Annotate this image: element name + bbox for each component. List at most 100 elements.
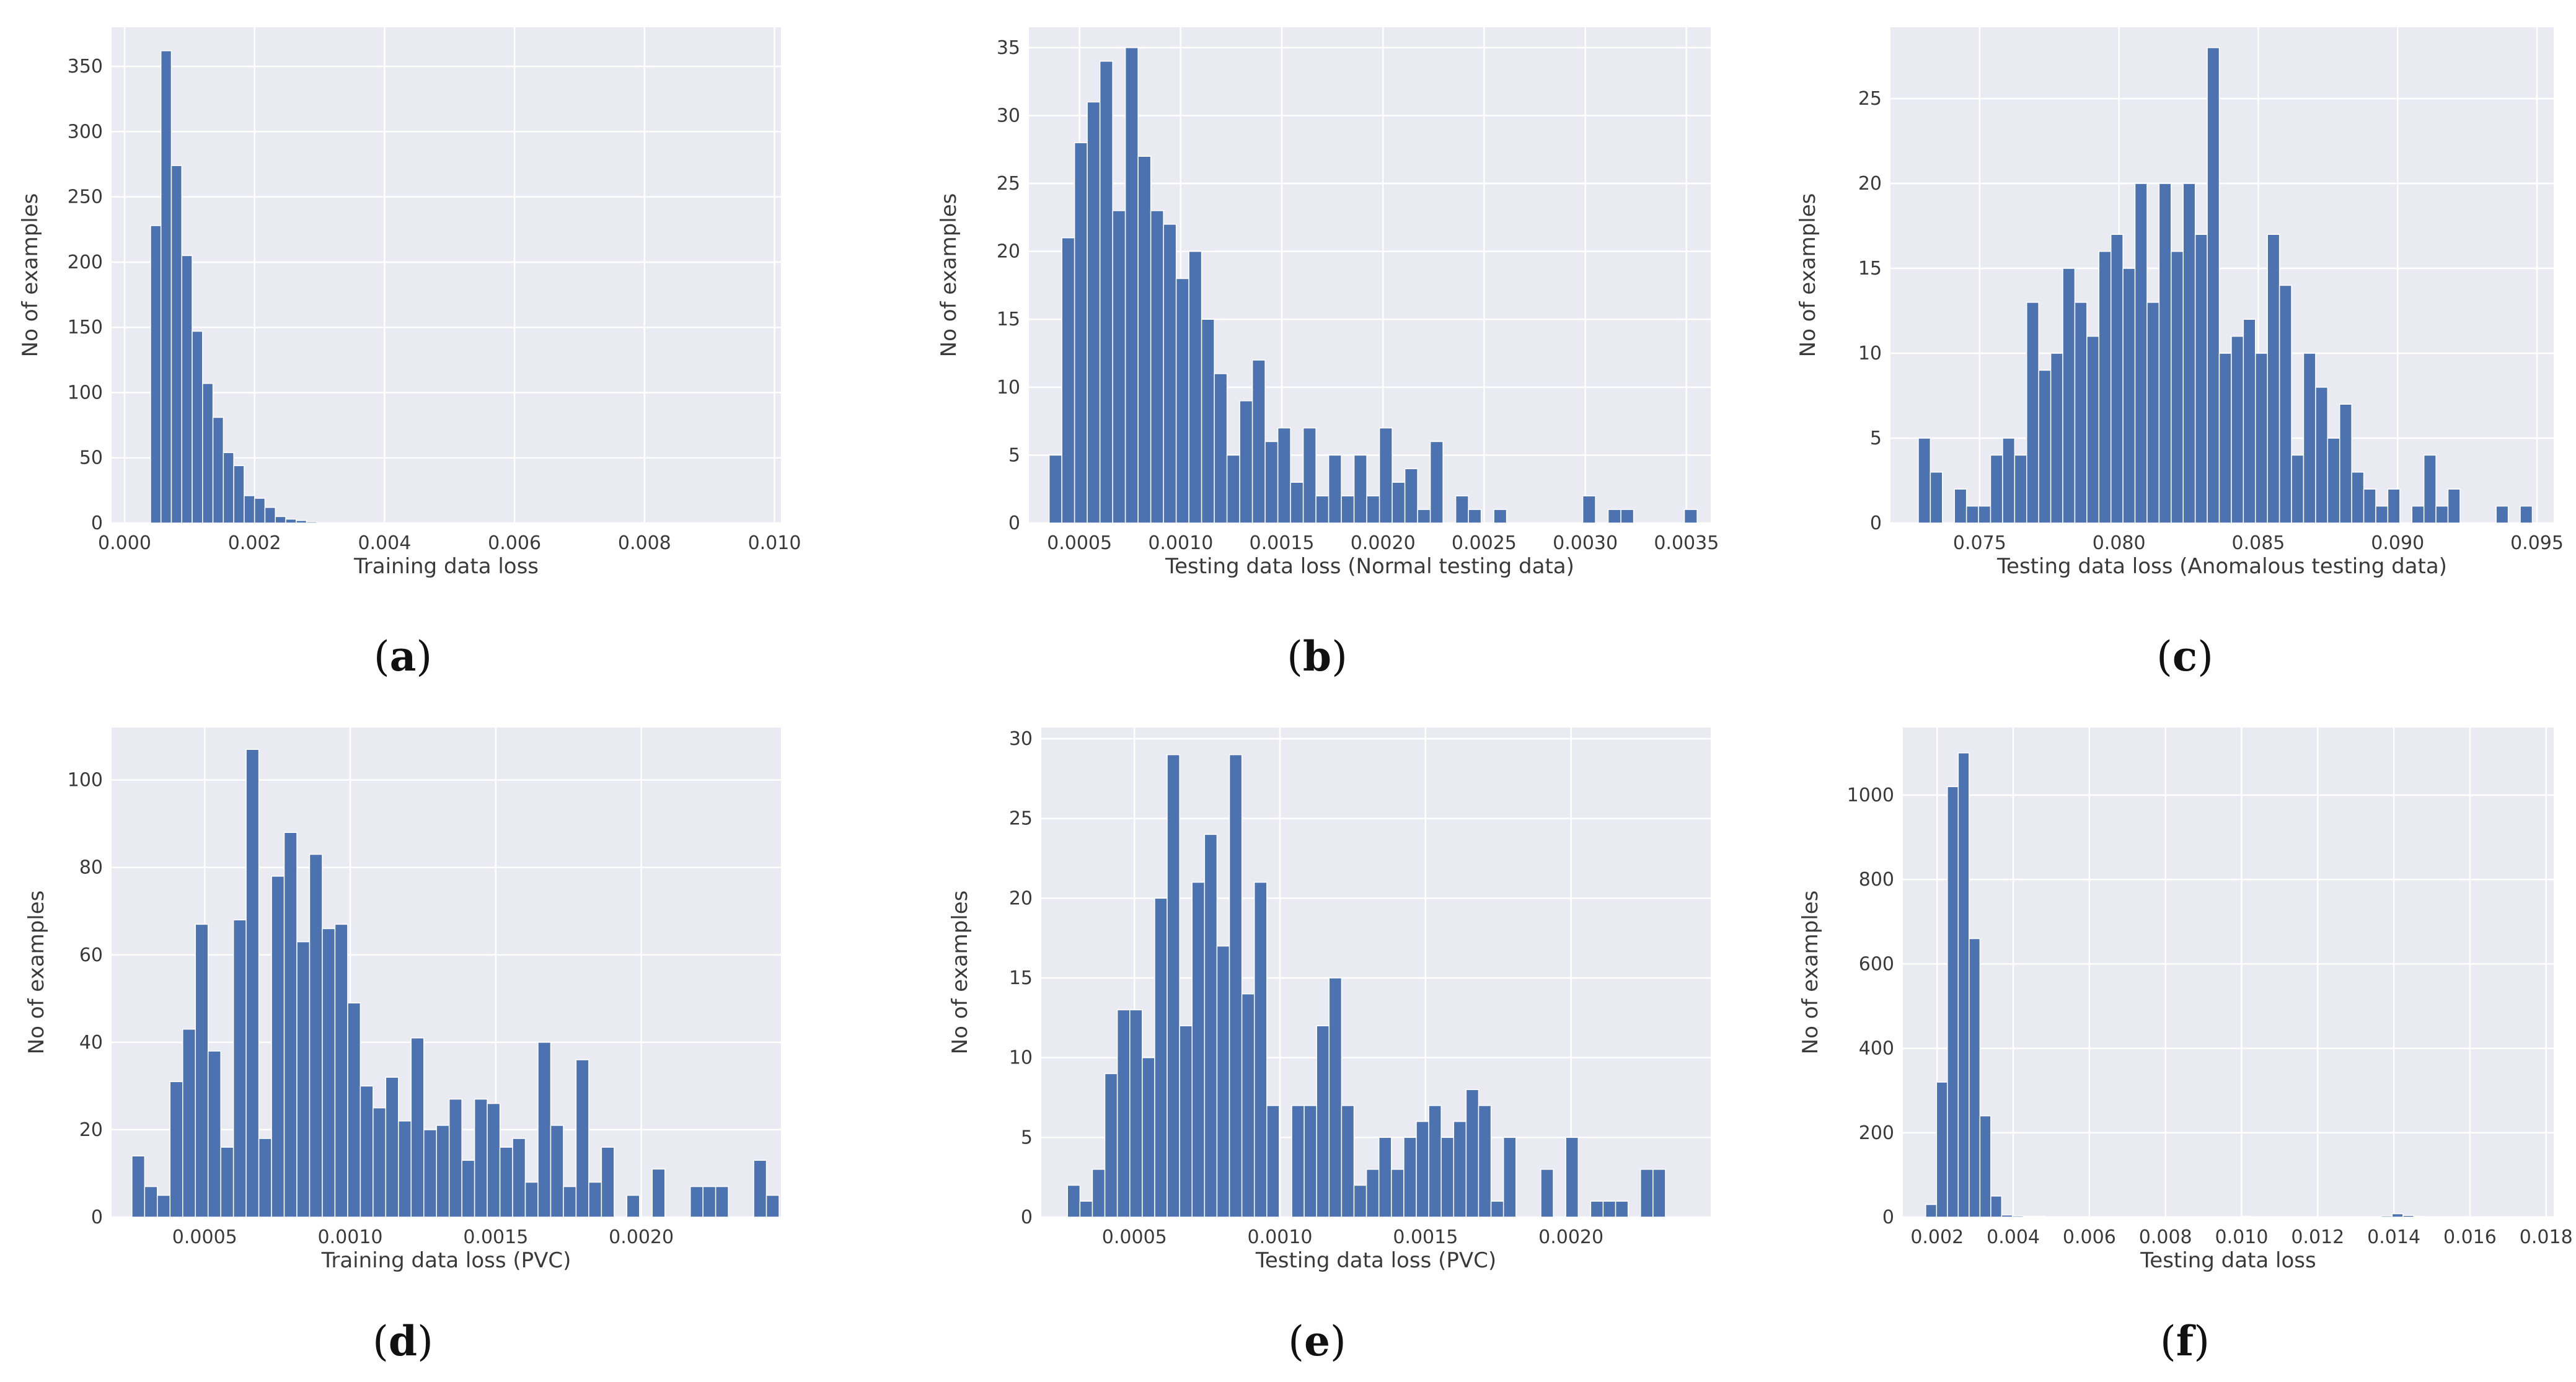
histogram-bar	[2012, 1215, 2024, 1218]
histogram-bar	[131, 1155, 146, 1218]
panel-caption-e: (e)	[1288, 1317, 1346, 1365]
x-tick-label: 0.0010	[318, 1226, 383, 1248]
histogram-bar	[2074, 302, 2088, 524]
histogram-bar	[1163, 224, 1177, 524]
histogram-bar	[1228, 754, 1243, 1218]
histogram-bar	[651, 1168, 666, 1218]
histogram-bar	[2002, 438, 2016, 524]
histogram-bar	[487, 1103, 501, 1218]
panel-caption-b: (b)	[1287, 632, 1348, 680]
x-tick-labels: 0.075 0.080 0.085 0.090 0.095	[1953, 532, 2564, 554]
x-axis-label: Testing data loss	[2140, 1248, 2316, 1273]
histogram-bar	[309, 853, 323, 1218]
x-tick-labels: 0.0005 0.0010 0.0015 0.0020	[1102, 1226, 1603, 1248]
histogram-bar	[2391, 1213, 2404, 1218]
x-axis-label: Testing data loss (Anomalous testing dat…	[1996, 554, 2447, 579]
histogram-bar	[2098, 250, 2112, 524]
histogram-bar	[1652, 1169, 1666, 1218]
y-tick-labels: 0 5 10 15 20 25 30 35	[997, 37, 1020, 534]
histogram-bar	[1455, 495, 1469, 524]
x-tick-label: 0.000	[98, 532, 151, 554]
histogram-anomalous-testing-loss: 0.075 0.080 0.085 0.090 0.095 0 5 10 15 20 25 Tes…	[1796, 27, 2564, 579]
y-tick-label: 25	[997, 173, 1020, 195]
histogram-bar	[1440, 1137, 1455, 1218]
histogram-bar	[232, 919, 247, 1218]
y-tick-label: 60	[79, 944, 103, 966]
histogram-bar	[1918, 438, 1931, 524]
histogram-bar	[2351, 472, 2365, 524]
y-tick-label: 0	[91, 513, 103, 534]
histogram-bar	[1490, 1200, 1504, 1218]
histogram-bar	[207, 1050, 221, 1218]
histogram-bar	[2495, 505, 2509, 524]
y-tick-labels: 0 5 10 15 20 25 30	[1009, 728, 1033, 1228]
x-tick-label: 0.0015	[463, 1226, 528, 1248]
x-tick-labels: 0.002 0.004 0.006 0.008 0.010 0.012 0.014 0.016…	[1910, 1226, 2572, 1248]
panel-caption-c: (c)	[2156, 632, 2213, 680]
x-tick-label: 0.004	[358, 532, 411, 554]
histogram-bar	[1417, 509, 1431, 524]
histogram-bar	[1565, 1137, 1579, 1218]
histogram-bar	[1264, 441, 1279, 524]
histogram-bars	[131, 749, 780, 1218]
x-tick-label: 0.0025	[1452, 532, 1517, 554]
histogram-bars	[1067, 754, 1666, 1218]
histogram-bar	[296, 941, 311, 1218]
histogram-bar	[753, 1160, 767, 1218]
y-tick-label: 15	[1858, 258, 1882, 279]
histogram-bar	[2411, 505, 2425, 524]
x-tick-labels: 0.0005 0.0010 0.0015 0.0020	[172, 1226, 674, 1248]
y-axis-label: No of examples	[1798, 891, 1823, 1055]
x-tick-label: 0.0010	[1248, 1226, 1313, 1248]
histogram-training-loss-pvc: 0.0005 0.0010 0.0015 0.0020 0 20 40 60 80 100 Tr…	[24, 728, 781, 1273]
histogram-normal-testing-loss: 0.0005 0.0010 0.0015 0.0020 0.0025 0.0030 0.00…	[937, 27, 1719, 579]
histogram-bar	[2110, 234, 2124, 524]
histogram-bar	[423, 1129, 437, 1218]
histogram-bar	[306, 521, 318, 524]
histogram-bar	[1328, 454, 1342, 524]
x-tick-label: 0.0005	[172, 1226, 237, 1248]
histogram-bar	[2062, 268, 2076, 524]
x-tick-label: 0.002	[1910, 1226, 1964, 1248]
x-tick-label: 0.0015	[1393, 1226, 1458, 1248]
histogram-bar	[2255, 353, 2268, 524]
x-tick-label: 0.0020	[609, 1226, 674, 1248]
histogram-bar	[2050, 353, 2063, 524]
histogram-bar	[195, 923, 209, 1218]
histogram-bar	[2243, 319, 2256, 524]
histogram-bar	[1493, 509, 1507, 524]
histogram-bars	[1925, 752, 2556, 1218]
histogram-bar	[512, 1138, 526, 1218]
histogram-bar	[2303, 353, 2316, 524]
y-tick-labels: 0 5 10 15 20 25	[1858, 88, 1882, 534]
histogram-bar	[334, 923, 348, 1218]
histogram-bar	[157, 1194, 171, 1218]
y-tick-label: 5	[1021, 1127, 1033, 1148]
y-tick-label: 10	[1858, 343, 1882, 364]
histogram-bar	[1502, 1137, 1517, 1218]
x-axis-label: Testing data loss (PVC)	[1255, 1248, 1496, 1273]
histogram-training-loss: 0.000 0.002 0.004 0.006 0.008 0.010 0 50 100 150…	[18, 27, 801, 579]
histogram-bar	[1602, 1200, 1617, 1218]
x-tick-labels: 0.000 0.002 0.004 0.006 0.008 0.010	[98, 532, 801, 554]
histogram-bar	[1302, 427, 1317, 524]
histogram-bar	[275, 516, 286, 524]
x-tick-label: 0.006	[2063, 1226, 2116, 1248]
histogram-bar	[563, 1186, 577, 1218]
x-tick-label: 0.012	[2291, 1226, 2344, 1248]
histogram-bar	[2363, 488, 2376, 524]
histogram-bar	[223, 452, 234, 524]
histogram-bars	[150, 50, 318, 524]
histogram-bar	[1990, 1195, 2003, 1218]
histogram-bar	[474, 1098, 488, 1218]
histogram-bar	[1175, 278, 1189, 524]
histogram-bar	[212, 416, 224, 524]
y-tick-label: 10	[1009, 1047, 1033, 1069]
histogram-bar	[2194, 234, 2208, 524]
x-tick-label: 0.0005	[1102, 1226, 1167, 1248]
histogram-bar	[2038, 369, 2052, 524]
histogram-bar	[765, 1194, 780, 1218]
histogram-bar	[1142, 1057, 1155, 1218]
y-tick-label: 20	[1858, 173, 1882, 195]
y-tick-label: 0	[1008, 513, 1020, 534]
